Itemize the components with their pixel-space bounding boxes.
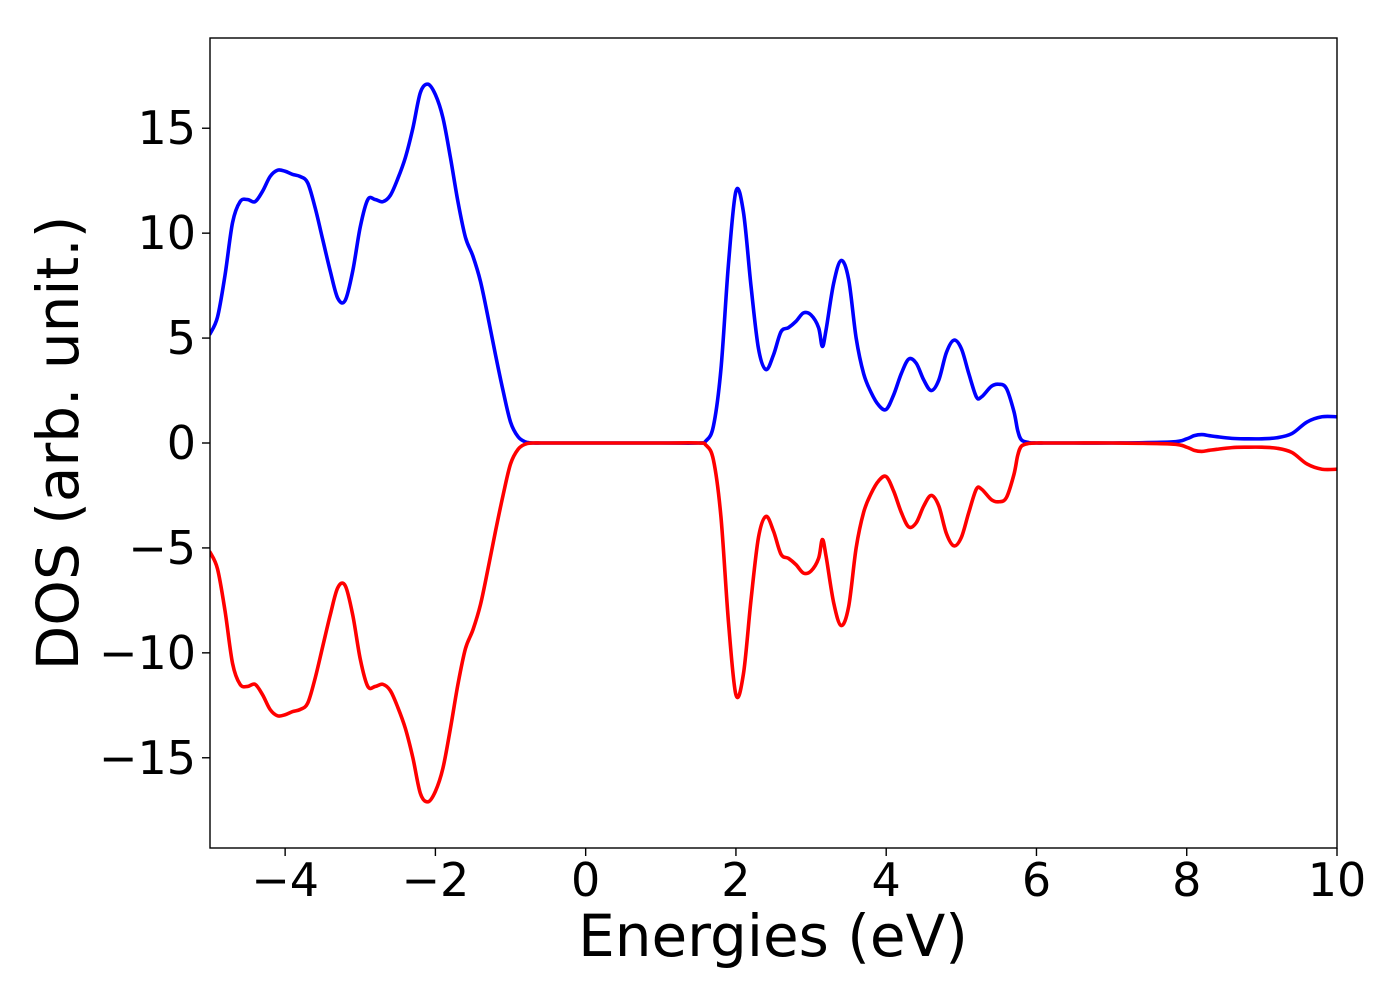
y-tick-label: −5 xyxy=(128,521,196,575)
x-tick-label: 0 xyxy=(571,853,600,907)
y-tick-label: −15 xyxy=(99,731,196,785)
y-axis-ticks: 15 10 5 0 −5 −10 −15 xyxy=(99,101,210,785)
x-axis-ticks: −4 −2 0 2 4 6 8 10 xyxy=(251,848,1366,907)
y-axis-label: DOS (arb. unit.) xyxy=(24,216,92,671)
x-axis-label: Energies (eV) xyxy=(578,902,968,970)
x-tick-label: 4 xyxy=(872,853,901,907)
series-layer xyxy=(210,82,1337,804)
y-tick-label: 5 xyxy=(167,311,196,365)
x-tick-label: 10 xyxy=(1308,853,1367,907)
y-tick-label: 10 xyxy=(137,206,196,260)
y-tick-label: 15 xyxy=(137,101,196,155)
y-tick-label: −10 xyxy=(99,626,196,680)
series-line-2 xyxy=(210,441,1337,804)
y-tick-label: 0 xyxy=(167,416,196,470)
series-line-1 xyxy=(210,82,1337,445)
x-tick-label: −4 xyxy=(251,853,319,907)
x-tick-label: 6 xyxy=(1022,853,1051,907)
x-tick-label: 2 xyxy=(721,853,750,907)
x-tick-label: 8 xyxy=(1172,853,1201,907)
x-tick-label: −2 xyxy=(401,853,469,907)
